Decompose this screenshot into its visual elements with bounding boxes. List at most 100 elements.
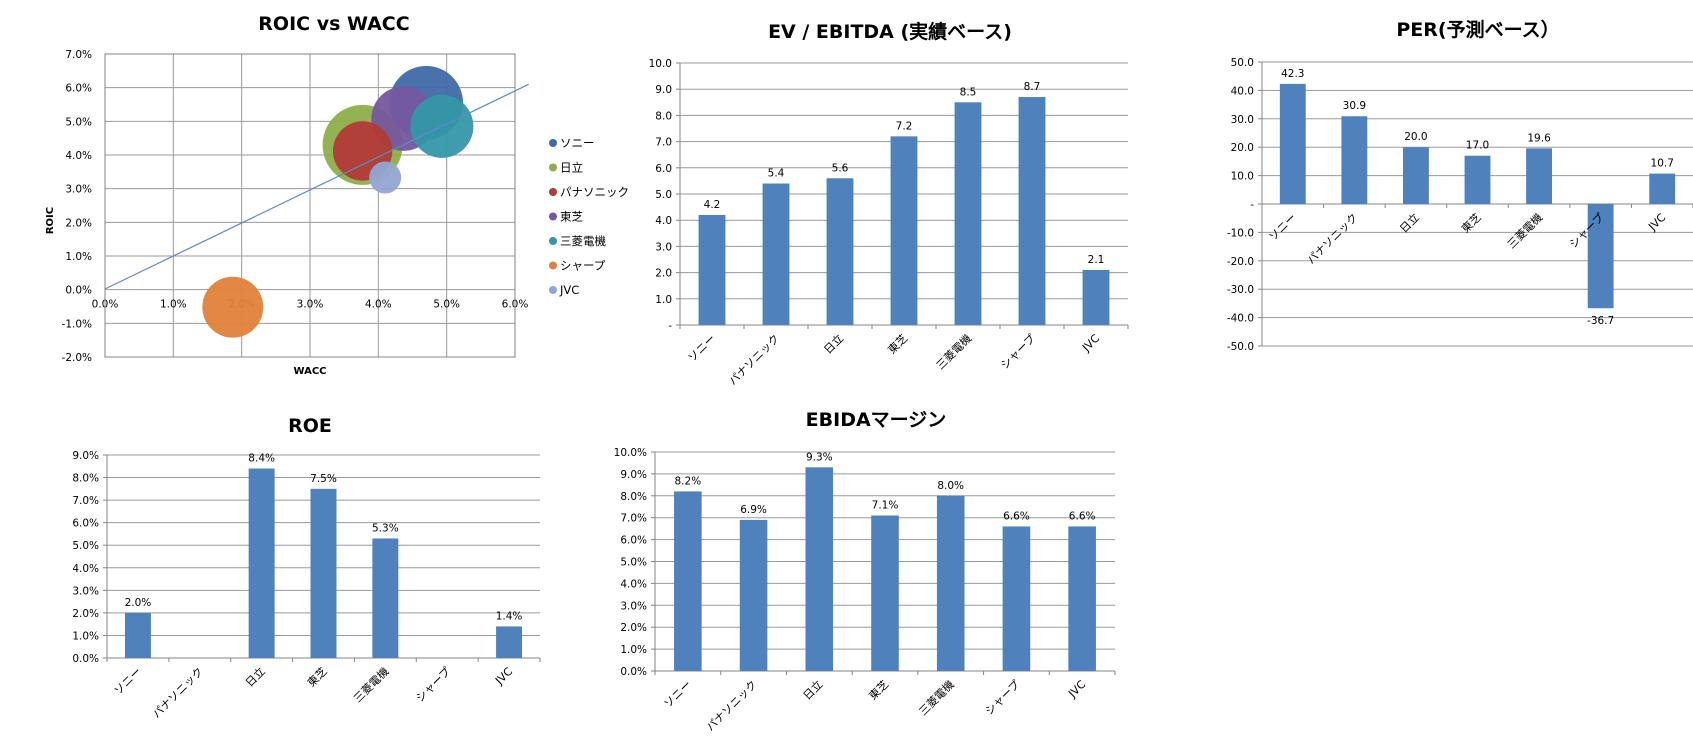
ebida-category-label: パナソニック	[704, 678, 760, 734]
roic-legend-marker	[549, 261, 557, 270]
roic-legend-label: ソニー	[560, 136, 595, 150]
ev-bar	[954, 102, 982, 325]
roic-ytick-label: -1.0%	[62, 318, 92, 330]
per-bar	[1587, 204, 1614, 309]
roic-xtick-label: 1.0%	[160, 299, 187, 311]
roic-legend-label: シャープ	[560, 259, 606, 273]
per-ytick-label: 10.0	[1231, 171, 1254, 183]
roe-data-label: 2.0%	[125, 597, 152, 609]
ebida-ytick-label: 8.0%	[620, 491, 647, 503]
ebida-data-label: 6.6%	[1003, 510, 1030, 522]
roe-ytick-label: 8.0%	[72, 473, 99, 485]
roic-ytick-label: 0.0%	[65, 285, 92, 297]
per-data-label: 42.3	[1281, 68, 1304, 80]
per-chart: PER(予測ベース）-50.0-40.0-30.0-20.0-10.0-10.0…	[1227, 18, 1693, 353]
ebida-ytick-label: 9.0%	[620, 469, 647, 481]
ev-ytick-label: 10.0	[649, 58, 672, 70]
roe-category-label: 東芝	[305, 665, 330, 690]
ev-data-label: 4.2	[704, 199, 721, 211]
roe-category-label: パナソニック	[150, 665, 206, 721]
per-category-label: JVC	[1645, 211, 1668, 234]
roe-category-label: JVC	[492, 665, 515, 688]
ebida-bar	[739, 519, 768, 671]
roe-bar	[496, 626, 523, 658]
roe-bar	[310, 488, 337, 658]
roe-data-label: 7.5%	[310, 473, 337, 485]
roe-data-label: 8.4%	[248, 453, 275, 465]
per-ytick-label: 50.0	[1231, 57, 1254, 69]
roic-y-axis-title: ROIC	[45, 207, 56, 234]
ev-bar	[826, 178, 854, 325]
ebida-data-label: 7.1%	[872, 500, 899, 512]
ebida-data-label: 6.6%	[1069, 510, 1096, 522]
ev-chart: EV / EBITDA (実績ベース) - 1.0 2.0 3.0 4.0 5.0 6.0 7.…	[649, 20, 1129, 388]
ev-bar	[1018, 97, 1046, 325]
per-bar	[1341, 116, 1368, 204]
ev-ytick-label: 6.0	[655, 163, 672, 175]
per-category-label: 三菱電機	[1504, 210, 1545, 251]
roe-ytick-label: 3.0%	[72, 585, 99, 597]
ebida-chart: EBIDAマージン 0.0% 1.0% 2.0% 3.0% 4.0% 5.0% 6.0% 7.0…	[614, 409, 1116, 734]
ebida-ytick-label: 6.0%	[620, 535, 647, 547]
ev-category-label: パナソニック	[726, 332, 782, 388]
ev-ytick-label: 8.0	[655, 110, 672, 122]
ev-bar	[1082, 269, 1110, 325]
roic-plot-frame	[104, 53, 516, 358]
ebida-ytick-label: 0.0%	[620, 666, 647, 678]
ebida-ytick-label: 3.0%	[620, 600, 647, 612]
ebida-bar	[936, 495, 965, 671]
per-data-label: 30.9	[1343, 100, 1366, 112]
roe-ytick-label: 0.0%	[72, 653, 99, 665]
roic-reference-line	[104, 83, 529, 290]
ebida-bar	[805, 467, 834, 671]
roe-category-label: 日立	[242, 664, 267, 689]
roic-legend-marker	[549, 139, 557, 147]
roe-ytick-label: 2.0%	[72, 608, 99, 620]
ev-data-label: 5.4	[768, 168, 785, 180]
ev-category-label: 三菱電機	[933, 331, 974, 372]
per-category-label: ソニー	[1266, 211, 1299, 244]
per-category-label: 日立	[1397, 210, 1422, 235]
ebida-bar	[674, 491, 702, 671]
roe-bar	[248, 468, 275, 658]
ebida-bar	[1068, 526, 1096, 671]
ev-category-label: ソニー	[686, 332, 719, 365]
ebida-category-label: 日立	[800, 677, 825, 702]
ev-data-label: 2.1	[1088, 254, 1105, 266]
roic-title: ROIC vs WACC	[258, 13, 409, 35]
per-ytick-label: -10.0	[1227, 227, 1254, 239]
roe-category-label: 三菱電機	[350, 664, 391, 705]
roe-data-label: 1.4%	[496, 610, 523, 622]
roic-legend-label: 三菱電機	[560, 234, 606, 248]
roic-x-axis-title: WACC	[294, 366, 327, 377]
ebida-ytick-label: 5.0%	[620, 557, 647, 569]
ev-data-label: 5.6	[832, 162, 849, 174]
ebida-ytick-label: 4.0%	[620, 578, 647, 590]
ev-ytick-label: 5.0	[655, 189, 672, 201]
ev-ytick-label: 1.0	[655, 294, 672, 306]
roe-title: ROE	[288, 415, 332, 437]
roic-xtick-label: 5.0%	[433, 299, 460, 311]
per-category-label: パナソニック	[1305, 211, 1361, 267]
ebida-data-label: 6.9%	[740, 504, 767, 516]
ebida-category-label: JVC	[1065, 678, 1088, 701]
ebida-data-label: 8.0%	[937, 480, 964, 492]
roic-legend-label: 日立	[560, 161, 583, 175]
ev-data-label: 7.2	[896, 120, 913, 132]
ebida-bar	[871, 515, 899, 671]
ev-bar	[698, 214, 726, 325]
ebida-ytick-label: 1.0%	[620, 644, 647, 656]
per-bar	[1649, 173, 1676, 204]
roe-bar	[372, 538, 399, 658]
roic-legend-label: 東芝	[560, 210, 583, 224]
per-ytick-label: -	[1250, 199, 1254, 211]
ev-category-label: 日立	[821, 331, 846, 356]
per-bar	[1402, 147, 1429, 204]
roic-xtick-label: 3.0%	[297, 299, 324, 311]
ev-category-label: 東芝	[885, 332, 910, 357]
per-data-label: 20.0	[1404, 131, 1427, 143]
ebida-ytick-label: 2.0%	[620, 622, 647, 634]
ebida-category-label: ソニー	[661, 678, 694, 711]
ebida-category-label: 三菱電機	[916, 677, 957, 718]
